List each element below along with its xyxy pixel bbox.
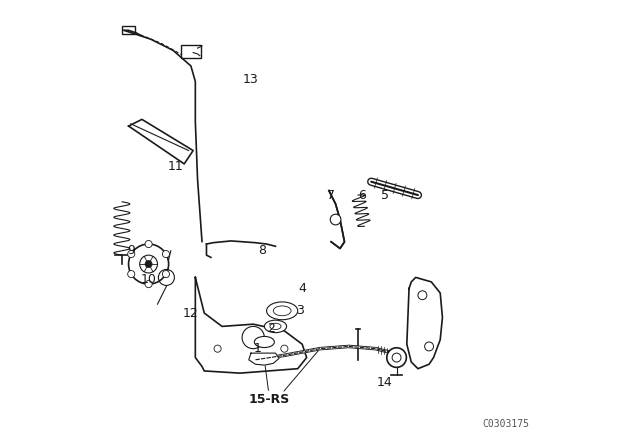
Text: 8: 8 <box>258 244 266 257</box>
Text: 13: 13 <box>243 73 259 86</box>
Text: 1: 1 <box>253 342 262 355</box>
Polygon shape <box>129 119 193 164</box>
Circle shape <box>330 214 341 225</box>
Circle shape <box>214 345 221 352</box>
Polygon shape <box>329 190 344 249</box>
Text: 5: 5 <box>381 189 388 202</box>
Polygon shape <box>407 277 442 369</box>
Ellipse shape <box>264 320 287 332</box>
Circle shape <box>418 291 427 300</box>
Ellipse shape <box>254 336 275 348</box>
Circle shape <box>163 271 170 278</box>
Text: 4: 4 <box>298 282 306 295</box>
Text: 9: 9 <box>127 244 134 257</box>
Text: 6: 6 <box>358 189 366 202</box>
Circle shape <box>129 244 168 284</box>
Text: 3: 3 <box>296 304 304 317</box>
Circle shape <box>145 280 152 288</box>
Circle shape <box>163 250 170 258</box>
Ellipse shape <box>267 302 298 320</box>
Text: 14: 14 <box>377 375 392 388</box>
Text: 7: 7 <box>327 189 335 202</box>
Polygon shape <box>249 353 279 365</box>
Circle shape <box>145 260 152 267</box>
Circle shape <box>387 348 406 367</box>
Circle shape <box>127 271 135 278</box>
Polygon shape <box>195 277 307 373</box>
Circle shape <box>424 342 433 351</box>
FancyBboxPatch shape <box>181 45 201 58</box>
Circle shape <box>127 250 135 258</box>
FancyBboxPatch shape <box>122 26 135 34</box>
Text: C0303175: C0303175 <box>483 419 529 429</box>
Text: 11: 11 <box>168 159 183 172</box>
Text: 12: 12 <box>183 306 199 319</box>
Circle shape <box>145 241 152 248</box>
Circle shape <box>242 327 264 349</box>
Text: 15-RS: 15-RS <box>248 393 289 406</box>
Text: 2: 2 <box>267 322 275 335</box>
Text: 10: 10 <box>141 273 157 286</box>
Circle shape <box>281 345 288 352</box>
